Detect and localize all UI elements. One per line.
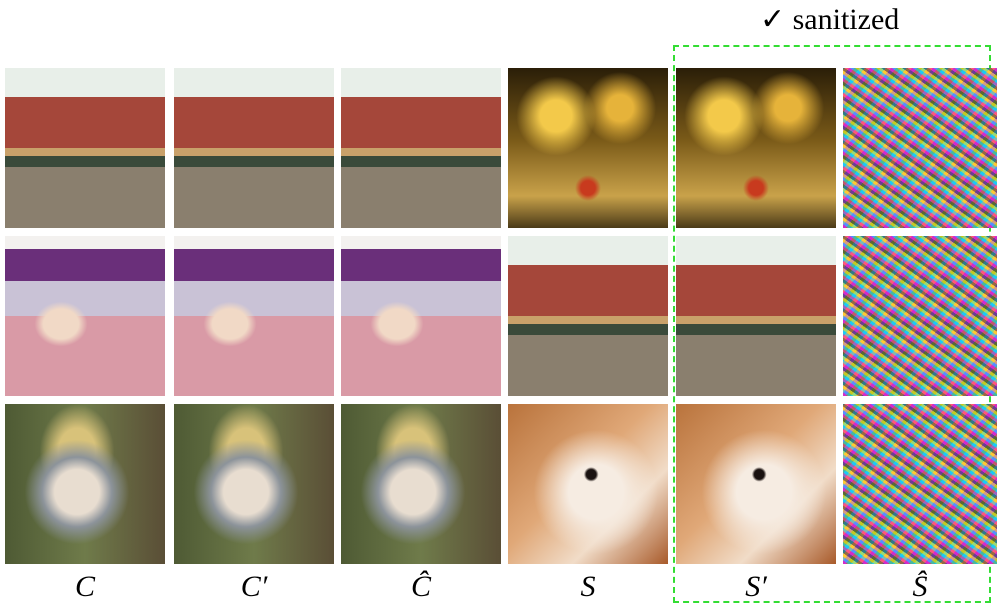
image — [843, 68, 997, 228]
image — [508, 68, 668, 228]
column-label: C — [74, 570, 95, 603]
image — [676, 404, 836, 564]
column-label: Ĉ — [410, 570, 431, 603]
column-label: C′ — [240, 570, 268, 603]
image — [341, 68, 501, 228]
column-label: S — [580, 570, 596, 603]
image — [676, 236, 836, 396]
image — [174, 404, 334, 564]
image — [5, 68, 165, 228]
image — [508, 236, 668, 396]
annotation: ✓ sanitized — [760, 3, 900, 36]
image — [174, 236, 334, 396]
image — [341, 404, 501, 564]
image — [843, 404, 997, 564]
column-label: Ŝ — [912, 570, 928, 603]
image — [5, 404, 165, 564]
image — [341, 236, 501, 396]
image — [5, 236, 165, 396]
image — [676, 68, 836, 228]
image — [843, 236, 997, 396]
image — [508, 404, 668, 564]
image — [174, 68, 334, 228]
column-label: S′ — [745, 570, 767, 603]
